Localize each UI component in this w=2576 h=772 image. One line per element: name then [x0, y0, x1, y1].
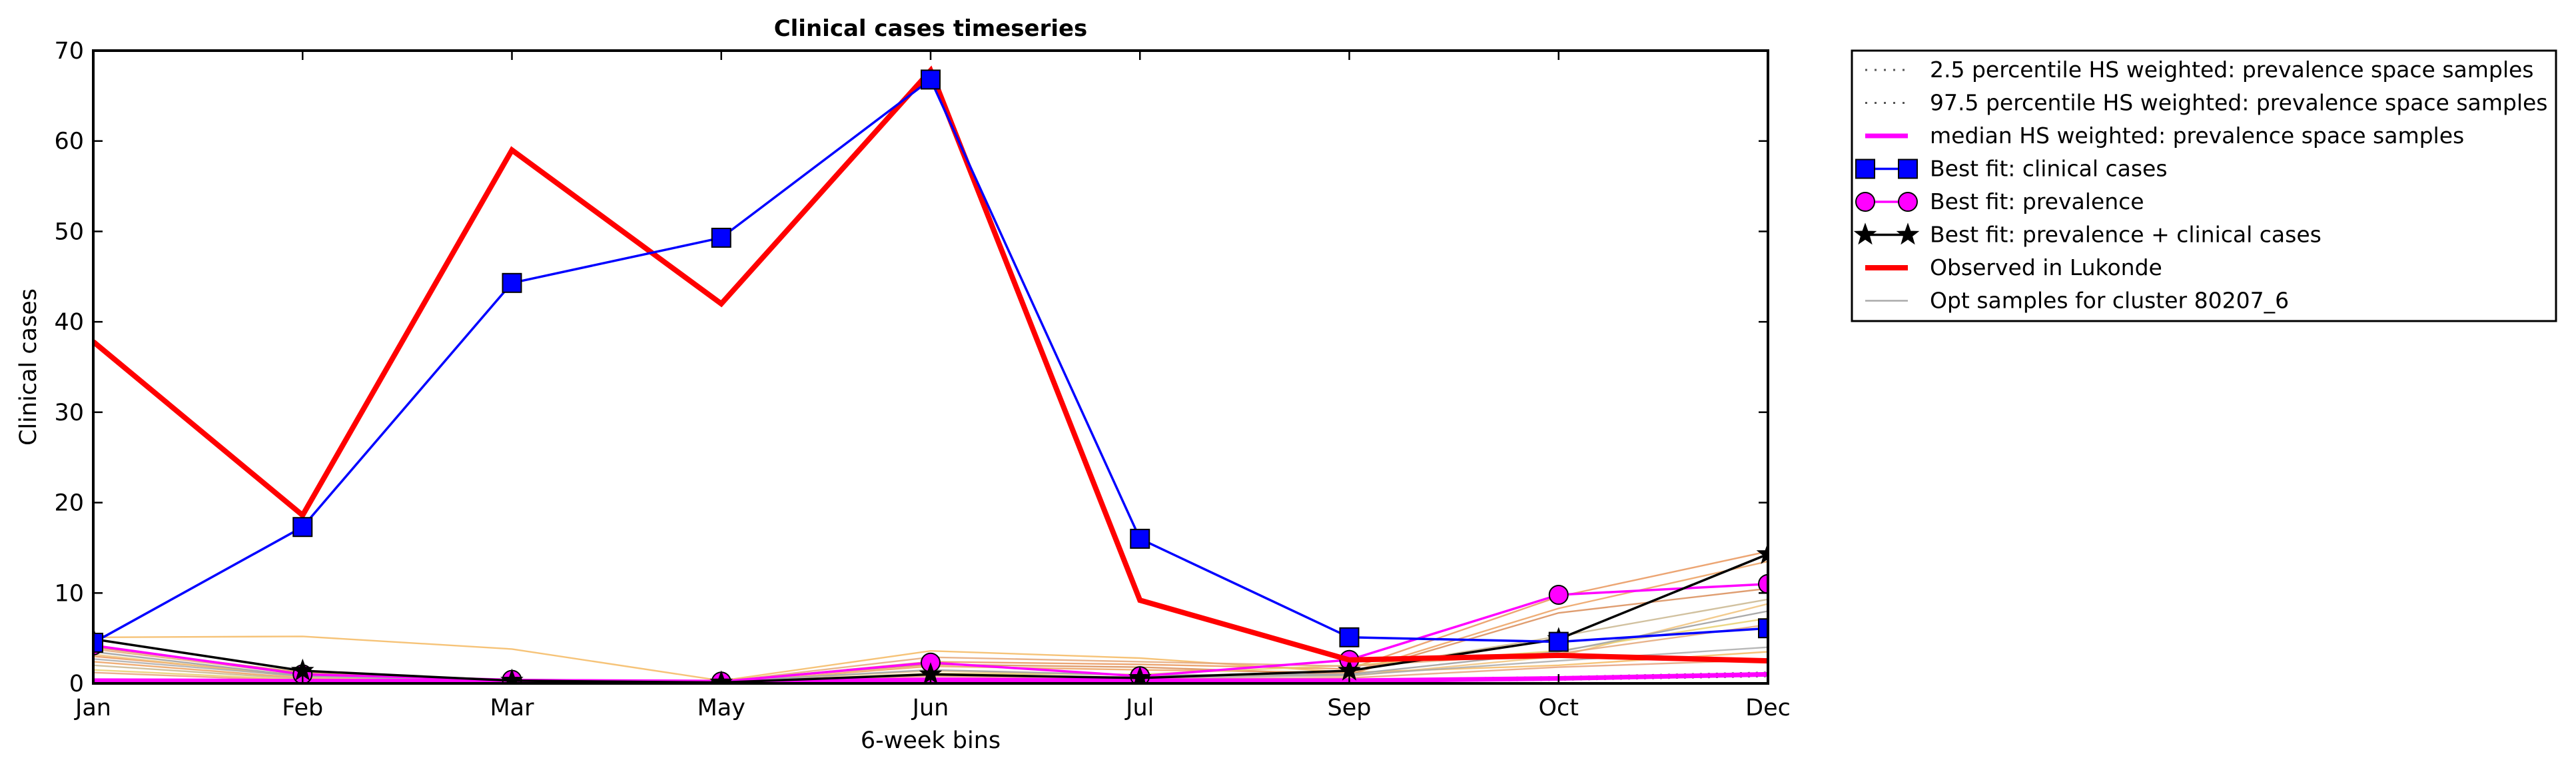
series-3-point-3 — [711, 227, 731, 248]
x-tick-label-7: Oct — [1538, 695, 1579, 721]
legend-marker-end-4 — [1898, 192, 1918, 212]
x-tick-label-3: May — [697, 695, 745, 721]
series-3-point-5 — [1130, 528, 1150, 549]
y-tick-label-2: 20 — [54, 490, 84, 517]
plot-frame — [92, 49, 1769, 685]
series-3-point-0 — [93, 632, 103, 653]
x-tick-label-6: Sep — [1328, 695, 1372, 721]
x-tick-label-2: Mar — [490, 695, 534, 721]
series-3-point-1 — [292, 517, 313, 538]
legend-marker-start-4 — [1855, 192, 1875, 212]
y-tick-label-6: 60 — [54, 129, 84, 155]
series-5-point-8 — [1756, 542, 1768, 564]
y-tick-label-5: 50 — [54, 218, 84, 245]
legend-marker-end-5 — [1896, 222, 1920, 245]
series-4-point-7 — [1548, 585, 1569, 605]
legend: 2.5 percentile HS weighted: prevalence s… — [1851, 49, 2557, 322]
series-4-point-8 — [1758, 574, 1768, 594]
legend-label-2: median HS weighted: prevalence space sam… — [1930, 123, 2464, 149]
x-tick-label-5: Jul — [1124, 695, 1154, 721]
x-tick-label-1: Feb — [282, 695, 323, 721]
series-3-point-6 — [1339, 627, 1360, 647]
legend-marker-start-3 — [1855, 159, 1875, 179]
y-tick-label-7: 70 — [54, 38, 84, 65]
x-tick-label-0: Jan — [74, 695, 111, 721]
x-axis-title: 6-week bins — [861, 727, 1001, 754]
legend-label-6: Observed in Lukonde — [1930, 254, 2162, 280]
legend-label-4: Best fit: prevalence — [1930, 189, 2144, 214]
legend-box — [1851, 49, 2557, 322]
sample-line-0 — [93, 635, 1768, 682]
legend-label-5: Best fit: prevalence + clinical cases — [1930, 222, 2322, 248]
chart-title: Clinical cases timeseries — [774, 15, 1088, 42]
legend-label-3: Best fit: clinical cases — [1930, 156, 2168, 182]
legend-label-7: Opt samples for cluster 80207_6 — [1930, 288, 2289, 314]
y-tick-label-0: 0 — [69, 671, 84, 697]
series-line-6 — [93, 65, 1768, 664]
plot-series-group — [93, 65, 1768, 683]
legend-label-0: 2.5 percentile HS weighted: prevalence s… — [1930, 57, 2534, 83]
y-axis-title: Clinical cases — [15, 288, 42, 446]
series-3-point-8 — [1758, 618, 1768, 639]
axes: Jan Feb Mar May Jun Jul Sep Oct Dec 0 10 20 30 40 50 60… — [54, 38, 1790, 721]
series-line-3 — [93, 77, 1768, 644]
series-3-point-4 — [921, 69, 941, 90]
series-3-point-2 — [502, 272, 522, 293]
x-tick-label-8: Dec — [1745, 695, 1791, 721]
y-tick-label-3: 30 — [54, 400, 84, 426]
legend-marker-start-5 — [1853, 222, 1877, 245]
series-3-point-7 — [1548, 631, 1569, 652]
legend-marker-end-3 — [1898, 159, 1918, 179]
plot-area — [93, 65, 1768, 683]
y-tick-label-4: 40 — [54, 309, 84, 336]
x-tick-label-4: Jun — [911, 695, 949, 721]
y-tick-label-1: 10 — [54, 580, 84, 607]
legend-label-1: 97.5 percentile HS weighted: prevalence … — [1930, 90, 2548, 116]
